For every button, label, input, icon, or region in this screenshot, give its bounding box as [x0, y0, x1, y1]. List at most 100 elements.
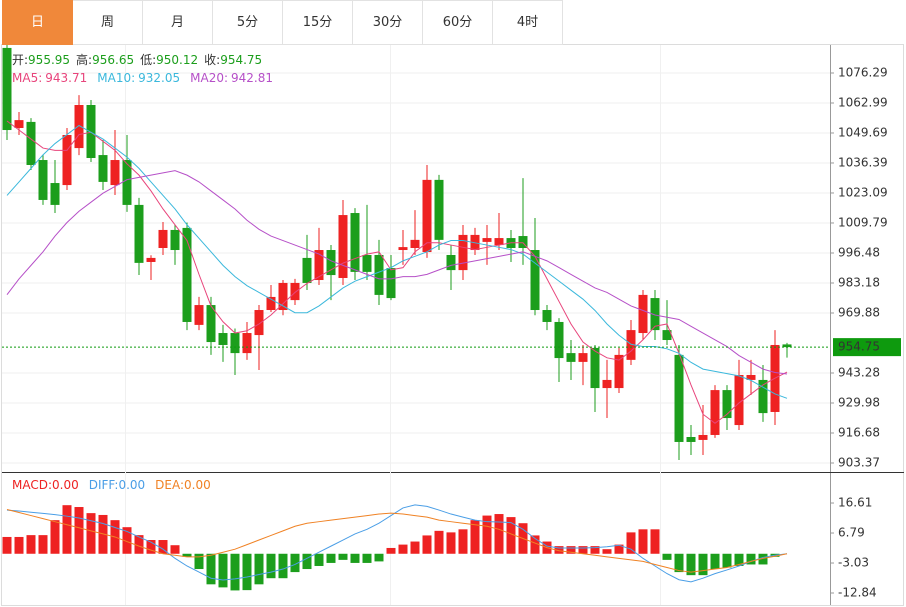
period-tab[interactable]: 4时: [493, 0, 563, 45]
legend-value: 0.00: [184, 478, 211, 492]
candle-body: [86, 104, 96, 158]
ma-legend: MA5: 943.71 MA10: 932.05 MA20: 942.81: [12, 71, 273, 85]
candle-body: [242, 333, 252, 354]
candle-body: [158, 229, 168, 248]
y-tick-label: -12.84: [838, 585, 877, 599]
legend-label: 高:: [76, 52, 92, 67]
macd-bar: [674, 553, 684, 573]
candle-body: [278, 282, 288, 311]
ma-line: [6, 170, 788, 375]
candle-body: [698, 434, 708, 440]
candle-body: [722, 390, 732, 419]
macd-bar: [746, 553, 756, 565]
macd-bar: [374, 553, 384, 562]
candle-body: [266, 296, 276, 311]
macd-bar: [86, 513, 96, 554]
y-tick-label: 929.98: [838, 395, 880, 409]
macd-bar: [554, 546, 564, 554]
candle-body: [662, 330, 672, 341]
legend-value: 0.00: [52, 478, 79, 492]
macd-bar: [698, 553, 708, 576]
candle-body: [290, 282, 300, 301]
candle-body: [350, 213, 360, 272]
ohlc-legend: 开:955.95 高:956.65 低:950.12 收:954.75: [12, 52, 262, 67]
period-tab[interactable]: 15分: [283, 0, 353, 45]
candle-body: [206, 305, 216, 343]
macd-bar: [218, 553, 228, 588]
candle-body: [686, 437, 696, 442]
macd-bar: [170, 545, 180, 554]
candle-body: [650, 298, 660, 331]
macd-bar: [530, 535, 540, 554]
candle-body: [182, 227, 192, 322]
period-tab[interactable]: 月: [143, 0, 213, 45]
macd-bar: [278, 553, 288, 579]
period-tab[interactable]: 5分: [213, 0, 283, 45]
period-tab[interactable]: 60分: [423, 0, 493, 45]
candle-body: [254, 310, 264, 336]
candle-body: [434, 179, 444, 240]
current-price-label: 954.75: [838, 340, 880, 354]
ma-line: [6, 120, 788, 424]
legend-label: MA20:: [190, 71, 228, 85]
macd-bar: [74, 507, 84, 554]
legend-value: 956.65: [92, 53, 134, 67]
legend-label: DIFF:: [89, 478, 119, 492]
candle-body: [422, 179, 432, 253]
candle-body: [2, 47, 12, 131]
candle-body: [62, 134, 72, 186]
period-tab[interactable]: 30分: [353, 0, 423, 45]
macd-bar: [62, 505, 72, 554]
macd-line: [6, 504, 788, 583]
candle-body: [590, 347, 600, 389]
macd-bar: [122, 527, 132, 554]
candle-body: [638, 294, 648, 334]
macd-bar: [26, 535, 36, 554]
period-tabs: 日周月 5分 15分 30分 60分 4时: [2, 0, 563, 45]
macd-bar: [458, 529, 468, 554]
legend-value: 954.75: [220, 53, 262, 67]
candle-body: [566, 353, 576, 362]
macd-bar: [266, 553, 276, 579]
legend-label: MA10:: [97, 71, 135, 85]
period-tab[interactable]: 周: [73, 0, 143, 45]
current-price-box: [833, 338, 901, 357]
candle-body: [302, 257, 312, 283]
legend-value: 950.12: [156, 53, 198, 67]
macd-bar: [602, 549, 612, 554]
macd-bar: [362, 553, 372, 563]
candle-body: [446, 254, 456, 271]
macd-bar: [686, 553, 696, 576]
macd-bar: [194, 553, 204, 570]
macd-bar: [14, 536, 24, 554]
y-tick-label: 1049.69: [838, 125, 888, 139]
macd-bar: [758, 553, 768, 565]
chart-frame: [1, 44, 904, 606]
candle-body: [170, 229, 180, 251]
candle-body: [734, 374, 744, 426]
macd-bar: [350, 553, 360, 563]
candle-body: [542, 310, 552, 322]
macd-bar: [302, 553, 312, 570]
y-tick-label: 1076.29: [838, 65, 888, 79]
macd-bar: [590, 546, 600, 554]
macd-bar: [710, 553, 720, 570]
candle-body: [374, 254, 384, 295]
candle-body: [26, 121, 36, 165]
y-tick-label: -3.03: [838, 556, 869, 570]
candle-body: [218, 333, 228, 345]
y-tick-label: 983.18: [838, 275, 880, 289]
macd-bar: [38, 535, 48, 554]
macd-bar: [146, 540, 156, 554]
macd-bar: [470, 520, 480, 554]
candle-body: [14, 120, 24, 129]
macd-line: [6, 508, 788, 573]
period-tab[interactable]: 日: [2, 0, 73, 45]
macd-bar: [182, 553, 192, 557]
macd-bar: [134, 535, 144, 554]
candle-body: [746, 374, 756, 380]
ma-line: [6, 124, 788, 399]
macd-bar: [230, 553, 240, 591]
